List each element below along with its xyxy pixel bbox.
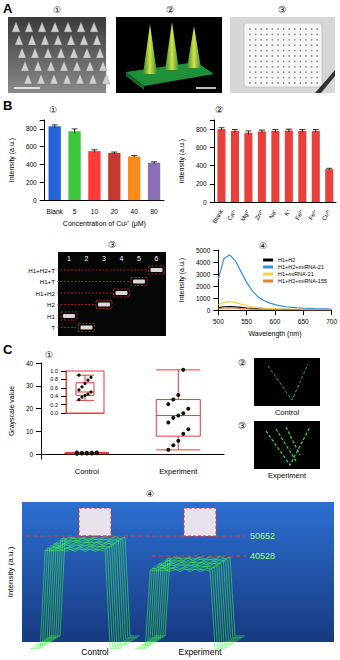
svg-text:80: 80 [150,208,158,215]
svg-text:50652: 50652 [250,531,275,541]
svg-text:10: 10 [26,428,34,435]
svg-text:T: T [51,324,55,331]
svg-text:②: ② [215,105,223,115]
svg-text:800: 800 [196,126,207,133]
svg-text:3: 3 [102,255,106,262]
svg-text:400: 400 [196,162,207,169]
svg-text:0.0: 0.0 [50,410,58,416]
svg-text:4000: 4000 [196,259,211,266]
svg-text:H1+T: H1+T [40,278,56,285]
svg-text:Control: Control [81,647,109,657]
svg-text:0.8: 0.8 [50,376,58,382]
svg-text:Control: Control [275,408,300,417]
svg-text:1: 1 [67,255,71,262]
svg-text:800: 800 [26,125,37,132]
svg-text:30: 30 [26,382,34,389]
svg-text:H2: H2 [47,301,55,308]
svg-text:40: 40 [26,360,34,367]
svg-text:C: C [3,342,13,357]
svg-text:H1: H1 [47,313,55,320]
svg-text:10: 10 [91,208,99,215]
svg-text:③: ③ [238,421,246,431]
svg-text:0.2: 0.2 [50,402,58,408]
svg-text:①: ① [49,105,57,115]
svg-text:Na⁺: Na⁺ [268,208,278,219]
svg-text:0: 0 [30,451,34,458]
svg-text:20: 20 [26,405,34,412]
svg-text:200: 200 [26,179,37,186]
svg-text:Concentration of Cu²⁺ (μM): Concentration of Cu²⁺ (μM) [63,220,146,228]
svg-text:A: A [3,1,13,16]
svg-text:Blank: Blank [47,208,64,215]
svg-text:①: ① [53,5,61,15]
svg-text:Fe³⁺: Fe³⁺ [308,208,319,221]
svg-text:0.4: 0.4 [50,393,58,399]
svg-text:H1+miRNA-21: H1+miRNA-21 [278,271,314,277]
svg-text:Intensity (a.u.): Intensity (a.u.) [178,258,186,302]
svg-text:2000: 2000 [196,283,211,290]
svg-text:0: 0 [203,199,207,206]
svg-text:Intensity (a.u.): Intensity (a.u.) [8,138,16,182]
svg-text:Intensity (a.u.): Intensity (a.u.) [178,139,186,183]
svg-text:③: ③ [278,5,286,15]
svg-text:600: 600 [196,144,207,151]
svg-text:Zn²⁺: Zn²⁺ [254,208,265,221]
svg-text:650: 650 [298,318,309,325]
svg-text:Ca²⁺: Ca²⁺ [227,208,238,221]
svg-text:0: 0 [207,307,211,314]
svg-text:③: ③ [108,240,116,250]
svg-text:500: 500 [213,318,224,325]
svg-text:Wavelength (nm): Wavelength (nm) [248,330,301,338]
svg-text:40: 40 [131,208,139,215]
svg-text:H1+H2+miRNA-21: H1+H2+miRNA-21 [278,264,324,270]
svg-text:200: 200 [196,180,207,187]
svg-text:400: 400 [26,161,37,168]
svg-text:H1+H2+miRNA-155: H1+H2+miRNA-155 [278,278,327,284]
svg-text:4: 4 [120,255,124,262]
svg-text:5000: 5000 [196,247,211,254]
svg-text:②: ② [166,5,174,15]
svg-text:Control: Control [75,467,100,476]
svg-text:600: 600 [270,318,281,325]
svg-text:700: 700 [326,318,337,325]
svg-text:④: ④ [146,489,154,499]
svg-text:550: 550 [241,318,252,325]
svg-text:Experiment: Experiment [268,471,307,480]
svg-text:①: ① [45,350,53,360]
svg-text:20: 20 [111,208,119,215]
svg-text:②: ② [238,358,246,368]
svg-text:40528: 40528 [250,551,275,561]
svg-text:6: 6 [155,255,159,262]
svg-text:1.0: 1.0 [50,368,58,374]
svg-text:Blank: Blank [211,208,224,224]
svg-text:3000: 3000 [196,271,211,278]
svg-text:5: 5 [73,208,77,215]
svg-text:2: 2 [85,255,89,262]
svg-text:0.6: 0.6 [50,385,58,391]
svg-text:Experiment: Experiment [179,647,223,657]
svg-text:H1+H2: H1+H2 [278,257,295,263]
svg-text:B: B [3,98,12,113]
svg-text:H1+H2+T: H1+H2+T [28,267,55,274]
svg-text:5: 5 [137,255,141,262]
svg-text:Intensity (a.u.): Intensity (a.u.) [6,546,15,597]
svg-text:600: 600 [26,143,37,150]
svg-text:④: ④ [259,241,267,251]
svg-text:Fe²⁺: Fe²⁺ [294,208,305,221]
svg-text:1000: 1000 [196,295,211,302]
svg-text:Cu²⁺: Cu²⁺ [321,208,332,221]
svg-text:Grayscale value: Grayscale value [8,386,16,436]
svg-text:H1+H2: H1+H2 [36,290,56,297]
svg-text:Mg²⁺: Mg²⁺ [240,208,251,222]
svg-text:Experiment: Experiment [159,467,198,476]
svg-text:0: 0 [33,197,37,204]
svg-text:K⁺: K⁺ [283,208,291,216]
